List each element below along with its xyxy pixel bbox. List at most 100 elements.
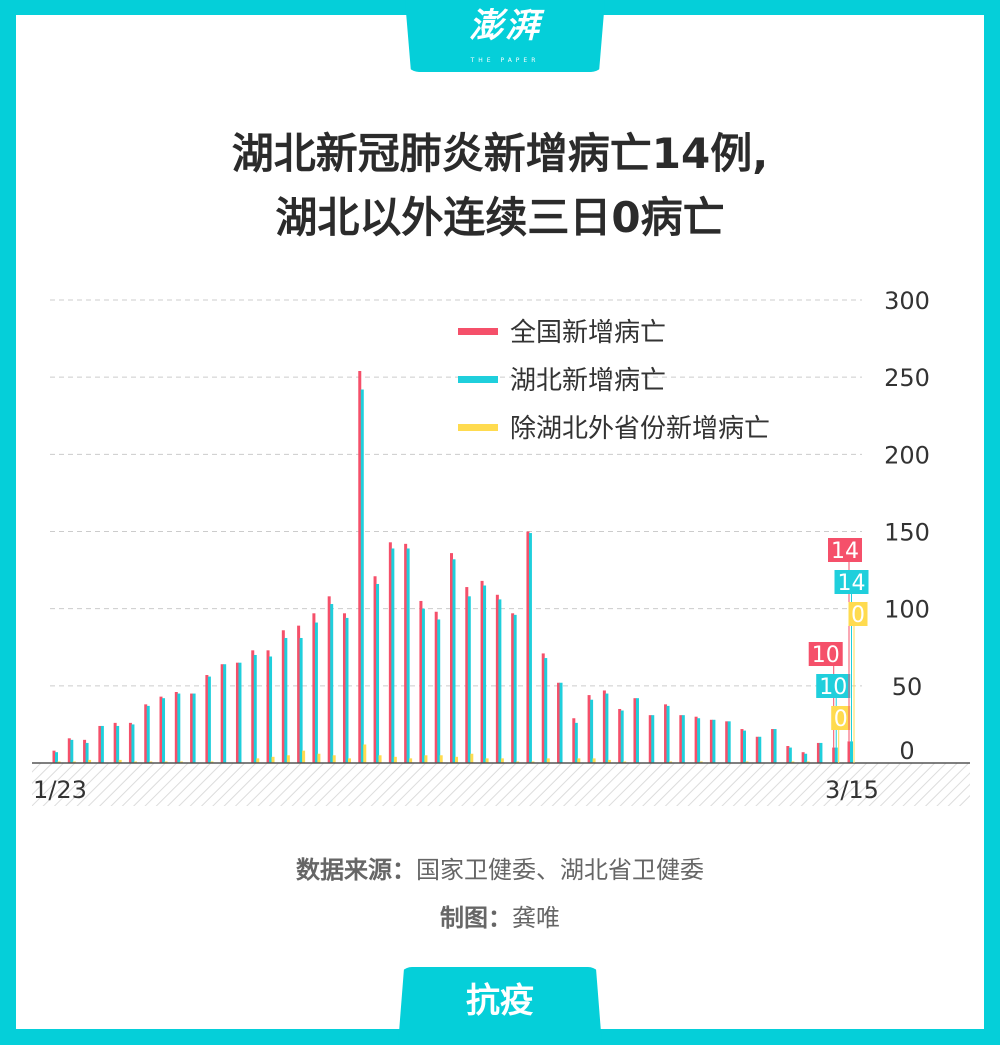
bar-national-2/14 [388,542,392,763]
legend-label-others: 除湖北外省份新增病亡 [510,414,770,444]
bar-hubei-1/23 [55,752,58,763]
bar-hubei-1/31 [177,693,181,763]
footer-tab-label: 抗疫 [466,981,534,1021]
bar-national-2/12 [358,370,362,763]
bar-others-2/18 [455,756,458,763]
bar-others-2/11 [347,758,351,763]
bar-hubei-3/3 [666,705,670,763]
bar-national-2/16 [419,600,423,763]
bar-others-2/2 [210,761,214,763]
bar-national-2/6 [266,650,270,763]
bar-hubei-3/2 [651,715,655,763]
legend-label-national: 全国新增病亡 [510,318,666,348]
bar-national-3/9 [755,736,759,763]
bar-national-1/23 [52,750,56,763]
y-tick-label: 100 [884,596,930,624]
legend-swatch-others [458,424,498,431]
bar-hubei-2/10 [330,604,334,763]
bar-others-1/23 [57,761,61,763]
bar-hubei-1/30 [162,698,166,763]
bar-hubei-2/28 [605,693,609,763]
bar-others-1/31 [179,761,183,763]
brand-logo-sub: THE PAPER [470,57,540,64]
source-label: 数据来源： [296,856,416,884]
title-line-2: 湖北以外连续三日0病亡 [275,193,725,242]
bar-national-2/23 [526,531,530,763]
brand-tab: 澎湃 THE PAPER [405,0,605,72]
bar-national-2/20 [480,580,484,763]
bar-national-2/3 [220,664,224,763]
bar-national-2/10 [327,596,331,763]
data-label-box [831,706,851,730]
bar-national-2/15 [404,543,408,763]
bar-hubei-3/9 [758,736,762,763]
bar-hubei-3/12 [804,753,808,763]
bar-hubei-2/17 [437,619,441,763]
bar-hubei-1/26 [100,725,104,763]
bar-others-2/26 [577,758,581,763]
bar-hubei-3/1 [635,698,639,763]
bar-hubei-2/27 [590,699,594,763]
bar-national-2/7 [281,630,285,763]
bar-national-1/29 [144,704,148,763]
bar-hubei-2/26 [574,722,578,763]
data-label-box [808,642,843,666]
bar-others-2/19 [470,753,474,763]
bar-national-3/2 [648,715,652,763]
bar-hubei-2/29 [620,710,624,763]
bar-others-2/27 [592,758,596,763]
bar-others-3/11 [791,761,795,763]
bar-hubei-2/23 [528,533,532,763]
bar-national-2/18 [450,553,453,763]
y-tick-label: 200 [884,441,930,469]
bar-national-2/5 [251,650,255,763]
bar-hubei-2/3 [223,664,227,763]
bar-others-1/25 [88,759,92,763]
content-panel [16,15,984,1029]
bar-hubei-1/25 [85,742,89,763]
bar-hubei-2/5 [253,654,257,763]
bar-hubei-3/5 [697,718,701,763]
bar-hubei-2/1 [192,693,196,763]
bar-national-1/24 [67,738,71,763]
bar-hubei-2/20 [483,585,487,763]
bar-national-2/2 [205,675,209,763]
bar-others-3/8 [745,761,749,763]
y-tick-label: 300 [884,287,930,315]
credit-label: 制图： [440,904,512,932]
bar-national-3/15 [847,741,851,763]
bar-hubei-3/11 [788,747,792,763]
y-tick-label: 0 [899,737,914,765]
bar-national-1/28 [128,722,132,763]
bar-national-3/13 [816,742,820,763]
bar-national-3/1 [633,698,637,763]
bar-hubei-2/4 [238,662,242,763]
bar-others-2/23 [531,761,535,763]
bar-hubei-3/13 [819,742,823,763]
bar-national-2/1 [190,693,194,763]
bar-hubei-2/15 [406,548,410,763]
bar-hubei-3/15 [850,741,853,763]
bar-national-3/7 [725,721,729,763]
bar-others-2/29 [623,761,627,763]
bar-national-2/24 [541,653,545,763]
data-label-box [834,570,869,594]
bar-hubei-3/7 [727,721,731,763]
bar-others-2/7 [286,755,290,763]
bar-others-2/17 [439,755,443,763]
bar-national-2/29 [618,708,622,763]
bar-others-3/5 [699,761,703,763]
x-start-label: 1/23 [33,776,87,804]
bar-others-2/21 [500,758,504,763]
bar-national-1/26 [98,725,102,763]
bar-others-2/12 [363,744,367,763]
bar-others-2/5 [256,758,260,763]
bar-national-1/31 [174,692,178,763]
data-label-box [828,538,862,562]
bar-national-3/5 [694,716,698,763]
bar-national-3/12 [801,752,805,763]
bar-hubei-2/25 [559,682,563,763]
data-label-national-3/15: 14 [831,539,859,564]
bar-others-3/3 [669,761,673,763]
bar-others-2/14 [393,756,397,763]
